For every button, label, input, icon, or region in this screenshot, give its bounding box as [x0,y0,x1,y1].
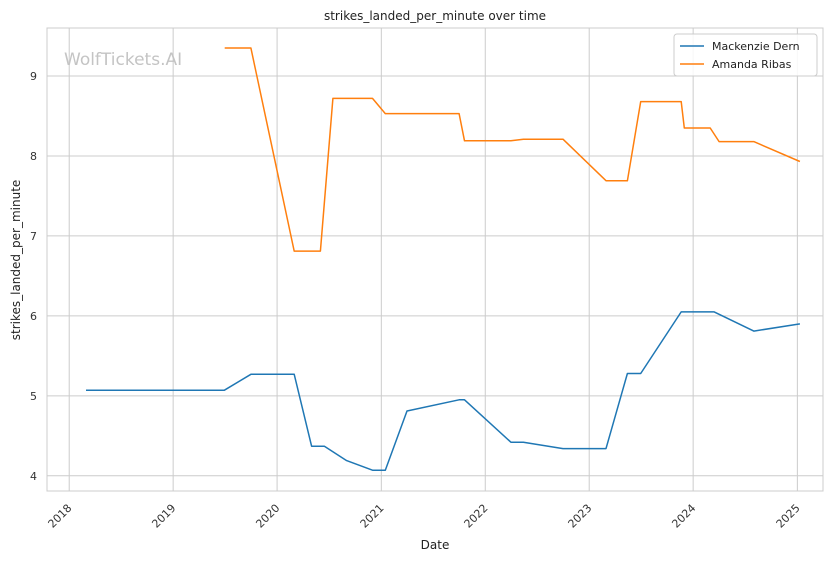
series-line-0 [86,311,801,471]
y-tick-label: 6 [30,310,37,323]
x-axis-label: Date [421,538,450,552]
y-tick-label: 9 [30,70,37,83]
series-line-1 [224,47,801,252]
watermark: WolfTickets.AI [64,50,182,70]
y-axis-label: strikes_landed_per_minute [9,180,23,341]
legend-label-0: Mackenzie Dern [712,40,800,53]
plot-frame [46,27,824,492]
y-tick-label: 4 [30,470,37,483]
chart-title: strikes_landed_per_minute over time [324,9,546,23]
y-tick-label: 5 [30,390,37,403]
y-tick-label: 8 [30,150,37,163]
y-axis-ticks: 4 5 6 7 8 9 [30,70,37,483]
legend-label-1: Amanda Ribas [712,58,792,71]
y-tick-label: 7 [30,230,37,243]
series-layer [86,47,801,471]
legend-box [673,33,818,77]
legend: Mackenzie Dern Amanda Ribas [673,33,818,77]
